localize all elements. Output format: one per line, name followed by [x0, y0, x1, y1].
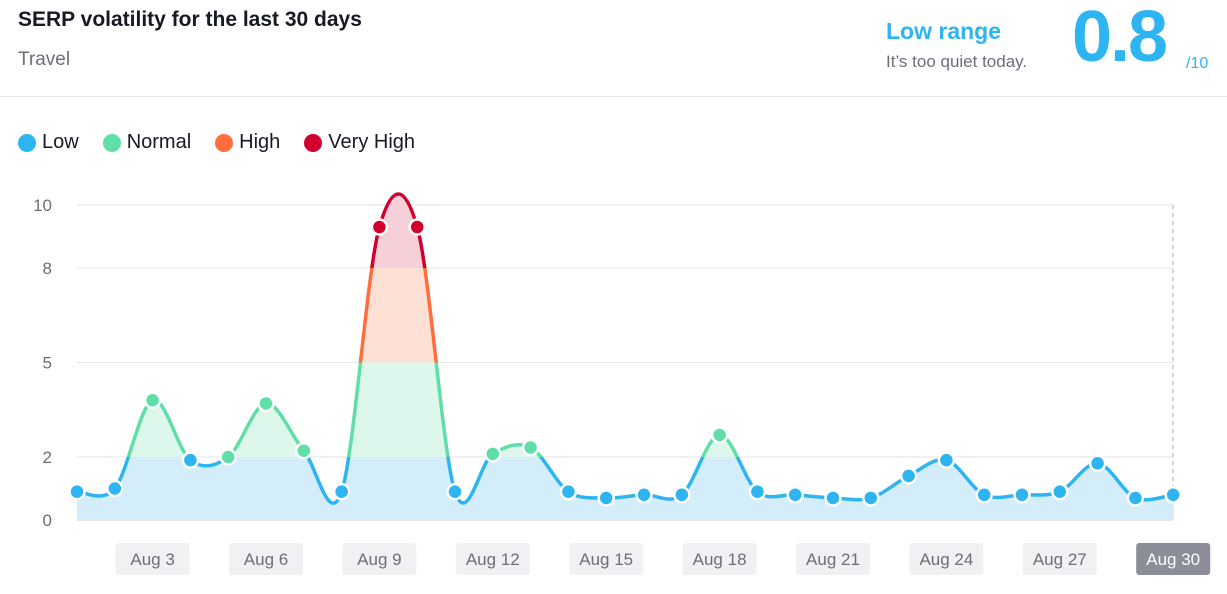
area-low [77, 457, 1174, 520]
y-tick-label: 2 [43, 448, 52, 467]
x-tick-badge [909, 543, 984, 575]
data-point-aug-23 [899, 467, 918, 485]
y-tick-label: 0 [43, 511, 52, 530]
data-point-aug-26 [1013, 486, 1031, 504]
legend-label-normal: Normal [126, 131, 192, 153]
data-point-aug-30 [1164, 486, 1182, 504]
x-tick-badge [682, 543, 757, 575]
x-tick-aug-27[interactable]: Aug 27 [1022, 543, 1097, 575]
data-point-aug-17 [673, 486, 691, 504]
data-point-aug-13 [521, 438, 540, 457]
data-point-aug-11 [446, 482, 464, 501]
x-tick-aug-3[interactable]: Aug 3 [115, 543, 190, 575]
x-tick-label: Aug 6 [244, 550, 288, 569]
x-tick-label: Aug 21 [806, 550, 860, 569]
data-point-aug-27 [1051, 482, 1069, 501]
x-tick-label: Aug 27 [1033, 550, 1087, 569]
x-tick-label: Aug 24 [919, 550, 973, 569]
data-point-aug-10 [408, 218, 426, 236]
x-tick-aug-30[interactable]: Aug 30 [1136, 543, 1211, 575]
x-tick-aug-6[interactable]: Aug 6 [229, 543, 303, 575]
x-tick-badge [1022, 543, 1097, 575]
x-tick-badge [569, 543, 644, 575]
x-tick-aug-12[interactable]: Aug 12 [455, 543, 530, 575]
data-point-aug-16 [635, 486, 653, 504]
legend-swatch-normal [102, 133, 121, 152]
band-very_high [370, 192, 427, 268]
data-point-aug-19 [748, 482, 767, 501]
data-point-aug-25 [975, 486, 993, 504]
data-point-aug-9 [370, 218, 389, 236]
data-point-aug-22 [862, 489, 880, 507]
x-tick-label: Aug 9 [357, 550, 401, 569]
legend-label-high: High [239, 131, 281, 153]
y-tick-label: 8 [43, 259, 52, 278]
data-point-aug-4 [181, 451, 200, 469]
range-label: Low range [886, 18, 1002, 44]
range-note: It’s too quiet today. [886, 52, 1028, 71]
legend-swatch-high [215, 133, 234, 152]
data-point-aug-21 [824, 489, 842, 507]
x-tick-label: Aug 18 [693, 550, 747, 569]
data-point-aug-28 [1088, 454, 1107, 473]
x-tick-aug-21[interactable]: Aug 21 [796, 543, 870, 575]
legend-swatch-low [18, 133, 36, 152]
legend-swatch-very-high [304, 133, 323, 152]
x-tick-aug-24[interactable]: Aug 24 [909, 543, 984, 575]
band-high [358, 268, 438, 363]
data-point-aug-3 [143, 391, 162, 410]
x-tick-badge [342, 543, 417, 575]
data-point-aug-24 [937, 451, 956, 469]
chart-header: SERP volatility for the last 30 days Tra… [0, 0, 1227, 97]
y-tick-label: 10 [33, 196, 52, 215]
x-tick-aug-9[interactable]: Aug 9 [342, 543, 417, 575]
volatility-score: 0.8 [1072, 0, 1168, 77]
x-tick-aug-18[interactable]: Aug 18 [682, 543, 757, 575]
x-tick-aug-15[interactable]: Aug 15 [569, 543, 644, 575]
area-normal [128, 362, 738, 457]
x-tick-label: Aug 30 [1146, 550, 1200, 569]
data-point-aug-7 [295, 441, 313, 460]
x-tick-label: Aug 12 [466, 550, 520, 569]
data-point-aug-8 [332, 482, 351, 501]
x-tick-label: Aug 15 [579, 550, 633, 569]
chart-title: SERP volatility for the last 30 days [18, 8, 362, 31]
score-max: /10 [1186, 55, 1209, 72]
legend-item-very-high[interactable]: Very High [304, 131, 415, 154]
data-point-aug-18 [710, 426, 729, 444]
data-point-aug-20 [786, 486, 804, 504]
area-high [360, 268, 437, 363]
y-tick-label: 5 [43, 354, 52, 373]
data-point-aug-29 [1126, 489, 1145, 507]
x-tick-badge [455, 543, 530, 575]
legend-item-normal[interactable]: Normal [102, 131, 192, 154]
data-point-aug-2 [106, 479, 124, 498]
x-tick-badge [796, 543, 870, 575]
legend-label-very-high: Very High [328, 131, 416, 153]
data-point-aug-5 [219, 448, 237, 466]
legend-item-low[interactable]: Low [18, 131, 79, 154]
x-tick-label: Aug 3 [130, 550, 174, 569]
legend: Low Normal High Very High [18, 131, 439, 154]
data-point-aug-14 [559, 482, 578, 501]
data-point-aug-12 [484, 445, 502, 463]
legend-label-low: Low [42, 131, 79, 153]
x-tick-badge [115, 543, 190, 575]
legend-item-high[interactable]: High [215, 131, 280, 154]
data-point-aug-6 [257, 394, 275, 413]
data-point-aug-1 [68, 482, 86, 501]
band-low [75, 457, 1175, 520]
x-tick-badge [229, 543, 303, 575]
x-tick-badge [1136, 543, 1211, 575]
data-point-aug-15 [597, 489, 615, 507]
category-label: Travel [18, 49, 71, 70]
